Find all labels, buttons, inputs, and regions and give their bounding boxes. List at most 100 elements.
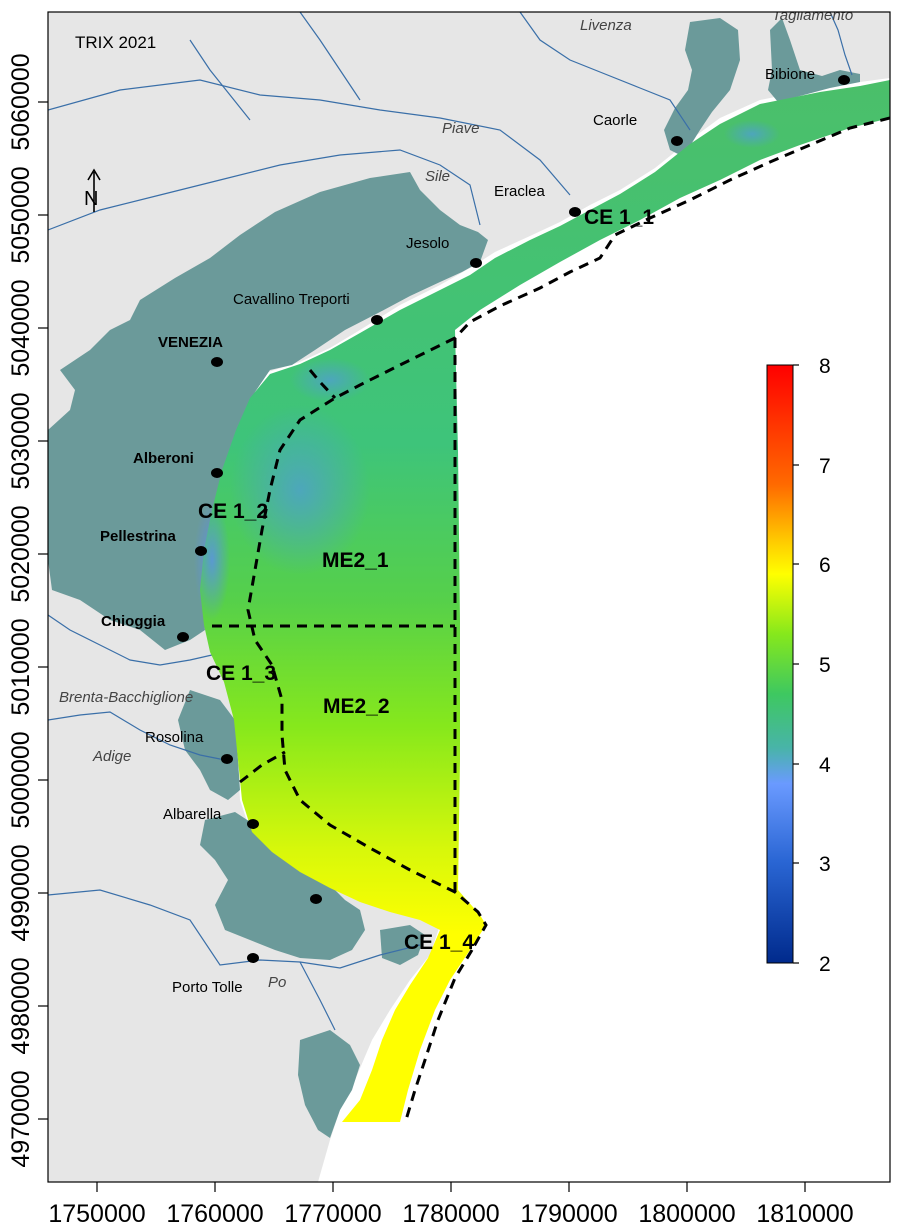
dot-chioggia xyxy=(177,632,189,642)
label-chioggia: Chioggia xyxy=(101,613,166,630)
venice-lagoon xyxy=(48,172,488,650)
dot-caorle xyxy=(671,136,683,146)
x-tick-1760000: 1760000 xyxy=(166,1200,263,1228)
label-po: Po xyxy=(268,974,286,991)
y-tick-5010000: 5010000 xyxy=(7,618,35,715)
y-axis-ticks xyxy=(38,101,48,1120)
dot-porto-tolle xyxy=(247,953,259,963)
river-brenta xyxy=(48,614,213,666)
boundary-ce1-1-outer xyxy=(453,116,890,340)
label-eraclea: Eraclea xyxy=(494,183,546,200)
dot-rosolina xyxy=(221,754,233,764)
rivers xyxy=(48,12,853,1031)
zone-me2-1: ME2_1 xyxy=(322,549,389,572)
colorbar-ticks xyxy=(793,364,799,964)
dot-alberoni xyxy=(211,468,223,478)
label-albarella: Albarella xyxy=(163,806,222,823)
river-tagliamento xyxy=(829,12,853,76)
river-po xyxy=(48,889,421,969)
north-label: N xyxy=(84,188,98,210)
label-piave: Piave xyxy=(442,120,480,137)
plot-frame xyxy=(47,11,891,1183)
label-pellestrina: Pellestrina xyxy=(100,528,177,545)
x-tick-1790000: 1790000 xyxy=(520,1200,617,1228)
zone-ce1-1: CE 1_1 xyxy=(584,206,654,229)
north-arrow-icon xyxy=(87,168,101,212)
x-tick-1780000: 1780000 xyxy=(402,1200,499,1228)
river-adige xyxy=(48,711,226,761)
bibione-lagoon xyxy=(768,18,860,102)
y-tick-5040000: 5040000 xyxy=(7,279,35,376)
label-adige: Adige xyxy=(92,748,131,765)
zone-ce1-3: CE 1_3 xyxy=(206,662,276,685)
place-markers xyxy=(177,75,850,963)
colorbar-tick-3: 3 xyxy=(819,853,831,876)
zone-ce1-4: CE 1_4 xyxy=(404,931,474,954)
delta-lagoon-north xyxy=(178,690,240,800)
trix-low-spot-north xyxy=(724,120,780,148)
boundary-lido xyxy=(308,369,337,400)
zone-ce1-2: CE 1_2 xyxy=(198,500,268,523)
y-tick-5020000: 5020000 xyxy=(7,505,35,602)
dot-delta xyxy=(310,894,322,904)
colorbar xyxy=(766,364,794,964)
y-tick-5060000: 5060000 xyxy=(7,53,35,150)
delta-lagoon-po xyxy=(380,925,425,965)
y-tick-5050000: 5050000 xyxy=(7,166,35,263)
x-tick-1800000: 1800000 xyxy=(638,1200,735,1228)
x-tick-1810000: 1810000 xyxy=(756,1200,853,1228)
label-alberoni: Alberoni xyxy=(133,450,194,467)
trix-sea-field xyxy=(200,80,890,1122)
x-tick-1770000: 1770000 xyxy=(284,1200,381,1228)
river-piave xyxy=(48,79,571,196)
boundary-me2-inner xyxy=(246,336,488,951)
label-sile: Sile xyxy=(425,168,450,185)
colorbar-tick-2: 2 xyxy=(819,953,831,976)
dot-eraclea xyxy=(569,207,581,217)
colorbar-tick-8: 8 xyxy=(819,355,831,378)
label-rosolina: Rosolina xyxy=(145,729,204,746)
map-title: TRIX 2021 xyxy=(75,33,156,52)
river-po-branch xyxy=(299,961,336,1031)
y-tick-5030000: 5030000 xyxy=(7,392,35,489)
colorbar-tick-6: 6 xyxy=(819,554,831,577)
dot-jesolo xyxy=(470,258,482,268)
river-tributary-2 xyxy=(189,39,251,121)
river-sile xyxy=(48,149,481,231)
colorbar-tick-7: 7 xyxy=(819,455,831,478)
y-tick-4990000: 4990000 xyxy=(7,844,35,941)
label-livenza: Livenza xyxy=(580,17,632,34)
trix-low-spot-mid xyxy=(230,405,370,575)
y-tick-5000000: 5000000 xyxy=(7,731,35,828)
label-brenta: Brenta-Bacchiglione xyxy=(59,689,193,706)
label-jesolo: Jesolo xyxy=(406,235,449,252)
label-cavallino: Cavallino Treporti xyxy=(233,291,350,308)
dot-venezia xyxy=(211,357,223,367)
zone-me2-2: ME2_2 xyxy=(323,695,390,718)
label-bibione: Bibione xyxy=(765,66,815,83)
water-body-boundaries xyxy=(212,116,890,1121)
colorbar-tick-4: 4 xyxy=(819,754,831,777)
y-tick-4980000: 4980000 xyxy=(7,957,35,1054)
dot-albarella xyxy=(247,819,259,829)
label-tagliamento: Tagliamento xyxy=(772,7,853,24)
dot-pellestrina xyxy=(195,546,207,556)
x-axis-ticks xyxy=(96,1182,806,1192)
colorbar-tick-5: 5 xyxy=(819,654,831,677)
caorle-lagoon xyxy=(664,18,740,155)
dot-cavallino xyxy=(371,315,383,325)
label-venezia: VENEZIA xyxy=(158,334,223,351)
trix-low-spot-lido xyxy=(290,358,370,402)
y-tick-4970000: 4970000 xyxy=(7,1070,35,1167)
boundary-ce1-3-south xyxy=(239,750,286,784)
label-caorle: Caorle xyxy=(593,112,637,129)
river-tributary-1 xyxy=(299,12,361,101)
delta-lagoon-south xyxy=(298,1030,360,1138)
boundary-ce1-4 xyxy=(404,949,474,1121)
river-livenza xyxy=(519,12,691,131)
label-porto-tolle: Porto Tolle xyxy=(172,979,243,996)
x-tick-1750000: 1750000 xyxy=(48,1200,145,1228)
delta-lagoon-mid xyxy=(200,812,365,960)
dot-bibione xyxy=(838,75,850,85)
